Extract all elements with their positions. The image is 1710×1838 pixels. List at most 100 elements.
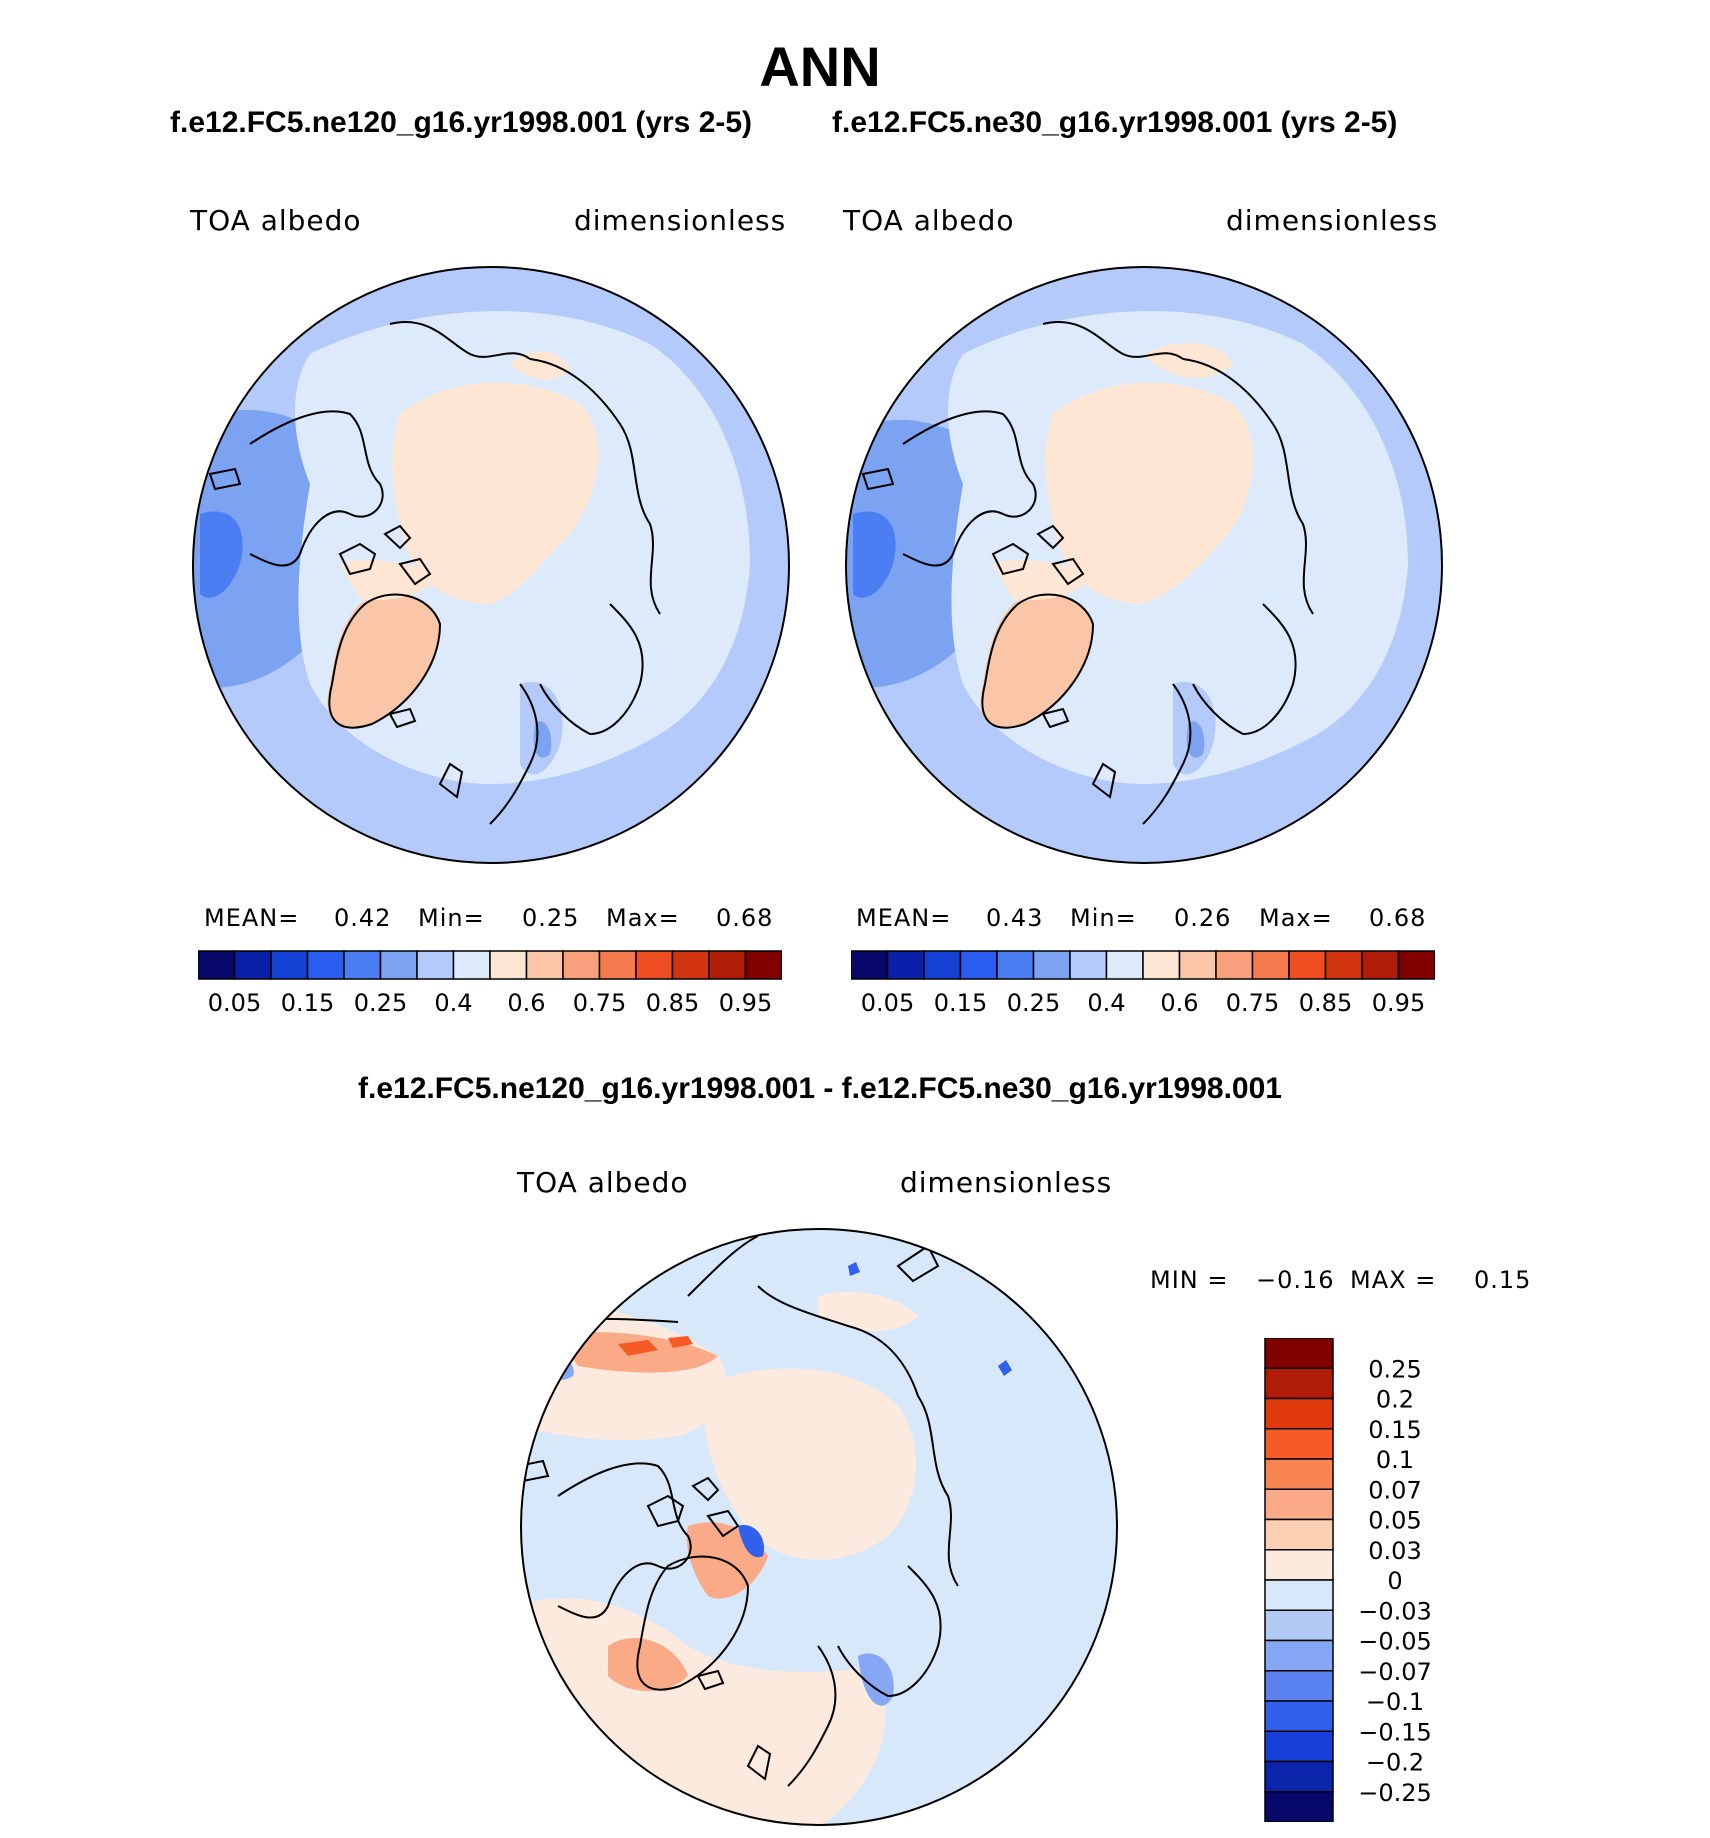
difference-colorbar-box (1264, 1700, 1334, 1732)
difference-colorbar-ticks: 0.250.20.150.10.070.050.030−0.03−0.05−0.… (1358, 1355, 1432, 1807)
panel-left-variable-label: TOA albedo (190, 204, 362, 237)
panel-right-max-label: Max= (1259, 904, 1333, 932)
difference-colorbar-tick-label: 0.03 (1368, 1537, 1421, 1565)
panel-left-min-value: 0.25 (522, 904, 580, 932)
difference-colorbar-tick-label: 0.07 (1368, 1476, 1421, 1504)
panel-right-units-label: dimensionless (1226, 204, 1439, 237)
difference-colorbar-box (1264, 1639, 1334, 1672)
panel-right-mean-label: MEAN= (856, 904, 952, 932)
panel-left-colorbar-tick-label: 0.95 (719, 989, 772, 1017)
panel-left-colorbar-box (562, 950, 601, 980)
difference-colorbar-tick-label: 0.25 (1368, 1355, 1421, 1383)
panel-right-colorbar-box (923, 950, 962, 980)
panel-left-colorbar-box (671, 950, 710, 980)
panel-right-colorbar-box (1032, 950, 1071, 980)
panel-right-colorbar-box (1324, 950, 1363, 980)
difference-colorbar-tick-label: −0.05 (1358, 1628, 1432, 1656)
panel-right-colorbar-ticks: 0.05 0.15 0.25 0.4 0.6 0.75 0.85 0.95 (861, 989, 1425, 1017)
panel-right-map (845, 266, 1443, 864)
panel-left-colorbar-box (489, 950, 528, 980)
panel-right-case-title: f.e12.FC5.ne30_g16.yr1998.001 (yrs 2-5) (832, 106, 1398, 139)
panel-left-colorbar-box (452, 950, 491, 980)
panel-left-colorbar-box (598, 950, 637, 980)
difference-colorbar-box (1264, 1670, 1334, 1702)
map-field-greenland-positive-diff (608, 1637, 688, 1691)
difference-colorbar-tick-label: −0.07 (1358, 1658, 1432, 1686)
panel-right-colorbar-box (1361, 950, 1400, 980)
panel-left-units-label: dimensionless (574, 204, 787, 237)
panel-left-colorbar-box (306, 950, 345, 980)
panel-left-colorbar-box (744, 950, 782, 980)
difference-colorbar-tick-label: 0.15 (1368, 1416, 1421, 1444)
panel-left-colorbar-box (233, 950, 272, 980)
difference-colorbar-tick-label: 0.05 (1368, 1507, 1421, 1535)
panel-right-colorbar-tick-label: 0.05 (861, 989, 914, 1017)
difference-colorbar-box (1264, 1730, 1334, 1763)
panel-right-colorbar-box (1397, 950, 1435, 980)
difference-colorbar (1264, 1338, 1334, 1822)
map-coastlines (521, 1235, 959, 1787)
panel-right-colorbar-box (1215, 950, 1254, 980)
panel-left-colorbar (198, 950, 782, 980)
panel-left-colorbar-tick-label: 0.25 (354, 989, 407, 1017)
difference-colorbar-box (1264, 1549, 1334, 1581)
difference-min-value: −0.16 (1256, 1266, 1335, 1294)
difference-colorbar-box (1264, 1428, 1334, 1460)
panel-left-colorbar-tick-label: 0.4 (434, 989, 472, 1017)
panel-right-colorbar-box (996, 950, 1035, 980)
panel-right-colorbar-box (1069, 950, 1108, 980)
panel-right-colorbar-tick-label: 0.25 (1007, 989, 1060, 1017)
panel-right-colorbar-box (1178, 950, 1217, 980)
difference-colorbar-tick-label: 0 (1387, 1567, 1402, 1595)
panel-right-colorbar-box (886, 950, 925, 980)
difference-colorbar-tick-label: 0.2 (1376, 1386, 1414, 1414)
panel-left-colorbar-box (270, 950, 309, 980)
map-field-sea-ice-albedo (1045, 382, 1254, 604)
panel-left-colorbar-tick-label: 0.85 (646, 989, 699, 1017)
panel-left-max-label: Max= (606, 904, 680, 932)
difference-colorbar-box (1264, 1518, 1334, 1551)
panel-left-colorbar-ticks: 0.05 0.15 0.25 0.4 0.6 0.75 0.85 0.95 (208, 989, 772, 1017)
panel-left-colorbar-box (416, 950, 455, 980)
panel-right-colorbar-box (959, 950, 998, 980)
panel-right-colorbar-box (1251, 950, 1290, 980)
panel-right-colorbar-tick-label: 0.6 (1160, 989, 1198, 1017)
map-field-siberia-albedo (510, 351, 570, 380)
difference-colorbar-box (1264, 1579, 1334, 1611)
panel-right-colorbar-box (1142, 950, 1181, 980)
difference-colorbar-box (1264, 1760, 1334, 1793)
panel-right-colorbar (851, 950, 1435, 980)
map-field-siberia-positive-diff (818, 1292, 918, 1331)
panel-right-mean-value: 0.43 (986, 904, 1044, 932)
difference-colorbar-box (1264, 1397, 1334, 1430)
panel-right-colorbar-tick-label: 0.15 (934, 989, 987, 1017)
panel-right-colorbar-tick-label: 0.95 (1372, 989, 1425, 1017)
difference-colorbar-tick-label: −0.1 (1366, 1688, 1424, 1716)
map-boundary (192, 266, 790, 864)
difference-colorbar-box (1264, 1488, 1334, 1521)
panel-right-colorbar-tick-label: 0.75 (1226, 989, 1279, 1017)
panel-left-map (192, 266, 790, 864)
difference-colorbar-box (1264, 1791, 1334, 1822)
panel-left-colorbar-box (198, 950, 236, 980)
map-field-scandinavia-negative-diff (858, 1653, 894, 1706)
difference-title: f.e12.FC5.ne120_g16.yr1998.001 - f.e12.F… (358, 1072, 1282, 1105)
difference-max-label: MAX = (1350, 1266, 1437, 1294)
map-field-lowest-albedo (200, 511, 243, 598)
map-field-strong-positive-diff (618, 1336, 693, 1356)
difference-max-value: 0.15 (1474, 1266, 1532, 1294)
panel-left-colorbar-tick-label: 0.75 (573, 989, 626, 1017)
panel-right-min-label: Min= (1070, 904, 1137, 932)
difference-colorbar-tick-label: −0.25 (1358, 1779, 1432, 1807)
figure-title: ANN (759, 35, 881, 98)
panel-left-colorbar-tick-label: 0.05 (208, 989, 261, 1017)
panel-left-colorbar-box (525, 950, 564, 980)
panel-right-colorbar-tick-label: 0.4 (1087, 989, 1125, 1017)
panel-right-colorbar-tick-label: 0.85 (1299, 989, 1352, 1017)
panel-left-mean-label: MEAN= (204, 904, 300, 932)
difference-colorbar-box (1264, 1338, 1334, 1369)
panel-right-variable-label: TOA albedo (843, 204, 1015, 237)
panel-left-max-value: 0.68 (716, 904, 774, 932)
panel-left-colorbar-tick-label: 0.15 (281, 989, 334, 1017)
panel-left-colorbar-box (379, 950, 418, 980)
